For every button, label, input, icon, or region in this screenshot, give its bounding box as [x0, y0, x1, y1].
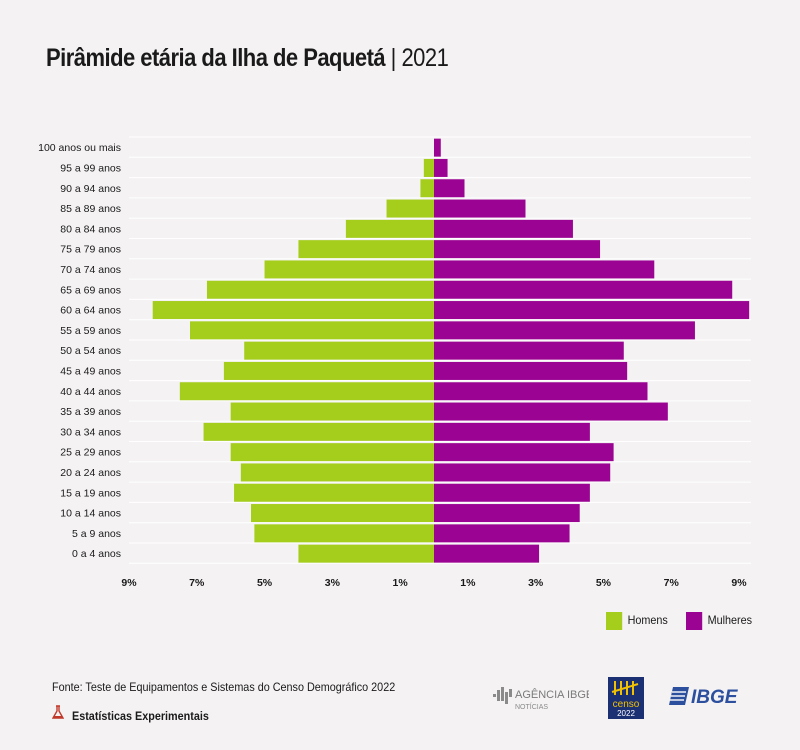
- bar-women: [434, 402, 668, 421]
- bar-men: [179, 382, 434, 401]
- age-group-label: 15 a 19 anos: [60, 487, 121, 499]
- age-group-label: 75 a 79 anos: [60, 244, 121, 256]
- x-tick-label: 7%: [664, 577, 680, 589]
- age-group-label: 85 a 89 anos: [60, 203, 121, 215]
- bar-women: [434, 544, 540, 563]
- age-group-label: 45 a 49 anos: [60, 365, 121, 377]
- bar-men: [345, 219, 434, 238]
- x-tick-label: 9%: [731, 577, 747, 589]
- bar-women: [434, 280, 733, 299]
- censo-2022-logo: censo 2022: [608, 677, 644, 724]
- bar-women: [434, 321, 695, 340]
- bar-women: [434, 463, 611, 482]
- bar-women: [434, 341, 624, 360]
- bar-men: [206, 280, 434, 299]
- age-group-label: 30 a 34 anos: [60, 426, 121, 438]
- x-tick-label: 5%: [596, 577, 612, 589]
- bar-women: [434, 504, 580, 523]
- bar-women: [434, 199, 526, 218]
- age-group-label: 10 a 14 anos: [60, 508, 121, 520]
- bar-men: [203, 422, 434, 441]
- age-group-label: 80 a 84 anos: [60, 223, 121, 235]
- bar-men: [423, 158, 434, 177]
- age-group-label: 95 a 99 anos: [60, 162, 121, 174]
- age-group-label: 55 a 59 anos: [60, 325, 121, 337]
- age-group-label: 100 anos ou mais: [38, 142, 121, 154]
- age-group-label: 90 a 94 anos: [60, 183, 121, 195]
- x-tick-label: 1%: [460, 577, 476, 589]
- age-group-label: 25 a 29 anos: [60, 447, 121, 459]
- source-note: Fonte: Teste de Equipamentos e Sistemas …: [52, 680, 396, 694]
- bar-men: [251, 504, 434, 523]
- censo-text: censo: [613, 699, 640, 710]
- ibge-logo: IBGE: [667, 685, 755, 712]
- age-group-label: 65 a 69 anos: [60, 284, 121, 296]
- bar-men: [298, 544, 434, 563]
- bar-men: [420, 179, 434, 198]
- age-group-label: 70 a 74 anos: [60, 264, 121, 276]
- legend-women: Mulheres: [686, 612, 752, 630]
- age-group-label: 50 a 54 anos: [60, 345, 121, 357]
- bar-men: [152, 301, 434, 320]
- bar-men: [234, 483, 434, 502]
- age-group-label: 5 a 9 anos: [72, 528, 121, 540]
- x-tick-label: 7%: [189, 577, 205, 589]
- title-separator: |: [390, 44, 397, 72]
- experimental-badge: Estatísticas Experimentais: [52, 705, 224, 723]
- bar-men: [190, 321, 434, 340]
- x-tick-label: 3%: [528, 577, 544, 589]
- legend-women-label: Mulheres: [707, 613, 753, 628]
- bar-women: [434, 443, 614, 462]
- title-year: 2021: [401, 44, 449, 72]
- bar-women: [434, 382, 648, 401]
- bar-women: [434, 138, 441, 157]
- legend-women-swatch: [686, 612, 703, 630]
- x-tick-label: 1%: [393, 577, 409, 589]
- ibge-text: IBGE: [691, 687, 739, 707]
- bar-women: [434, 179, 465, 198]
- age-group-label: 0 a 4 anos: [72, 548, 121, 560]
- legend-men-swatch: [606, 612, 623, 630]
- bar-men: [244, 341, 434, 360]
- bar-men: [240, 463, 434, 482]
- legend-men: Homens: [606, 612, 668, 630]
- bar-men: [230, 402, 434, 421]
- flask-icon: [52, 705, 64, 719]
- x-tick-label: 9%: [121, 577, 137, 589]
- age-group-label: 60 a 64 anos: [60, 305, 121, 317]
- bar-men: [223, 361, 434, 380]
- x-tick-label: 5%: [257, 577, 273, 589]
- x-tick-label: 3%: [325, 577, 341, 589]
- age-group-label: 35 a 39 anos: [60, 406, 121, 418]
- bar-men: [230, 443, 434, 462]
- pyramid-chart: 100 anos ou mais 95 a 99 anos 90 a 94 anos…: [38, 136, 751, 589]
- bar-men: [254, 524, 434, 543]
- age-group-label: 40 a 44 anos: [60, 386, 121, 398]
- bar-women: [434, 524, 570, 543]
- chart-title: Pirâmide etária da Ilha de Paquetá | 202…: [46, 44, 449, 73]
- bar-men: [386, 199, 434, 218]
- title-main: Pirâmide etária da Ilha de Paquetá: [46, 44, 386, 72]
- bar-women: [434, 158, 448, 177]
- bar-women: [434, 361, 628, 380]
- bar-men: [298, 240, 434, 259]
- agencia-text: AGÊNCIA IBGE: [515, 688, 589, 701]
- experimental-label: Estatísticas Experimentais: [72, 709, 209, 723]
- bar-women: [434, 260, 655, 279]
- bar-women: [434, 422, 590, 441]
- bar-women: [434, 240, 601, 259]
- agencia-sub: NOTÍCIAS: [515, 702, 548, 711]
- bar-women: [434, 483, 590, 502]
- legend-men-label: Homens: [627, 613, 668, 628]
- age-group-label: 20 a 24 anos: [60, 467, 121, 479]
- censo-year: 2022: [617, 709, 635, 718]
- bar-women: [434, 219, 573, 238]
- bar-women: [434, 301, 750, 320]
- agencia-ibge-logo: AGÊNCIA IBGE NOTÍCIAS: [493, 686, 593, 719]
- bar-men: [264, 260, 434, 279]
